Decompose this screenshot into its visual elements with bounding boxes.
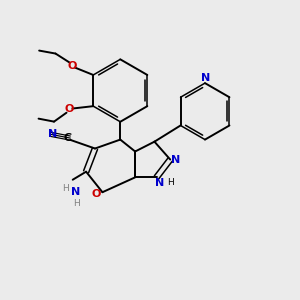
- Text: H: H: [62, 184, 69, 193]
- Text: C: C: [63, 133, 71, 142]
- Text: H: H: [167, 178, 174, 187]
- Text: N: N: [155, 178, 164, 188]
- Text: N: N: [201, 73, 210, 83]
- Text: O: O: [67, 61, 76, 71]
- Text: O: O: [91, 189, 101, 199]
- Text: H: H: [73, 199, 80, 208]
- Text: N: N: [171, 154, 180, 164]
- Text: N: N: [71, 187, 80, 196]
- Text: O: O: [64, 104, 74, 114]
- Text: N: N: [48, 129, 57, 139]
